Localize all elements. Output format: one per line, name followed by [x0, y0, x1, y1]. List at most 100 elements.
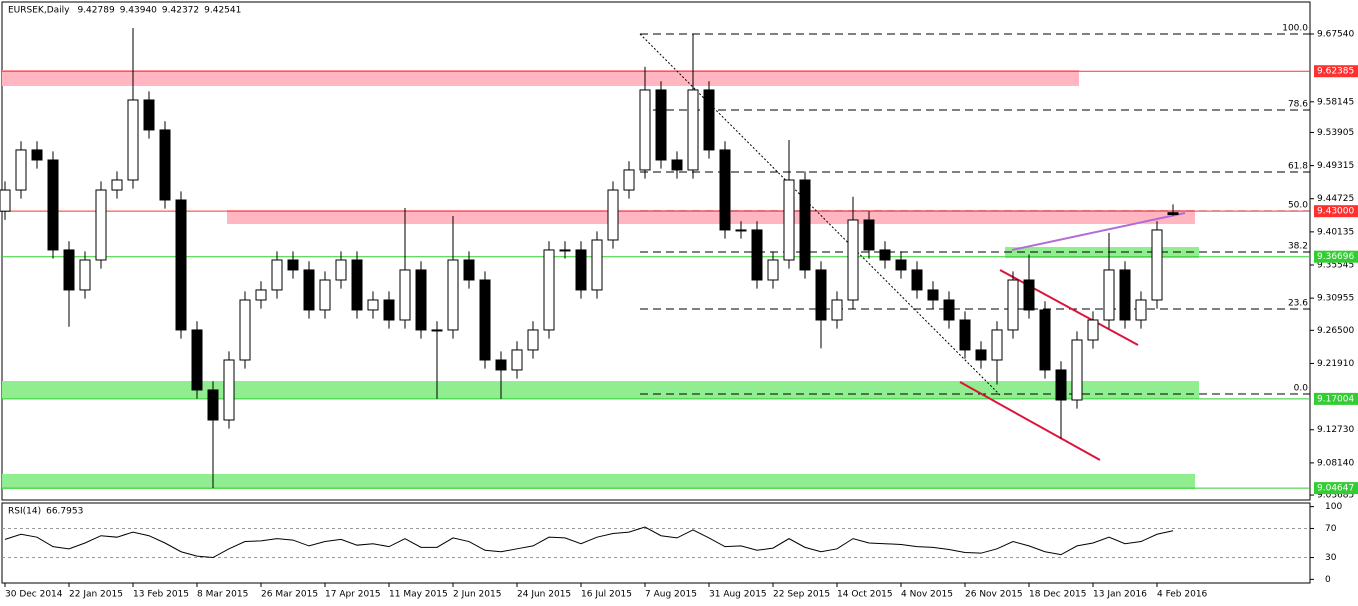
candle-body — [479, 279, 491, 361]
candle-body — [639, 89, 651, 171]
candle-body — [223, 359, 235, 421]
candle-body — [927, 289, 939, 301]
x-tick-label: 16 Jul 2015 — [581, 590, 632, 600]
candle-body — [1023, 279, 1035, 311]
candle-body — [623, 169, 635, 191]
candle-body — [15, 149, 27, 191]
candle-body — [751, 229, 763, 281]
x-tick-label: 17 Apr 2015 — [325, 590, 381, 600]
rsi-tick-label: 70 — [1325, 524, 1337, 534]
candle-body — [271, 259, 283, 291]
rsi-line — [4, 526, 1174, 559]
x-tick-label: 24 Jun 2015 — [517, 590, 571, 600]
x-tick-label: 14 Oct 2015 — [837, 590, 893, 600]
candle-body — [415, 269, 427, 331]
rsi-title: RSI(14) — [8, 507, 41, 517]
candle-body — [1071, 339, 1083, 401]
y-tick-label: 9.53905 — [1317, 128, 1354, 138]
y-tick-label: 9.40135 — [1317, 227, 1354, 237]
candle-body — [111, 179, 123, 191]
x-tick-label: 22 Sep 2015 — [773, 590, 830, 600]
candle-body — [1119, 269, 1131, 321]
x-tick-label: 26 Nov 2015 — [965, 590, 1023, 600]
candle-body — [383, 299, 395, 321]
rsi-tick-label: 30 — [1325, 553, 1337, 563]
rsi-tick-label: 100 — [1325, 502, 1342, 512]
candle-body — [319, 279, 331, 311]
candle-body — [959, 319, 971, 351]
fib-label: 100.0 — [1282, 23, 1308, 33]
candle-body — [1039, 309, 1051, 371]
fib-label: 50.0 — [1288, 200, 1308, 210]
y-tick-label: 9.49315 — [1317, 161, 1354, 171]
candle-body — [1151, 229, 1163, 301]
candle-body — [543, 249, 555, 331]
candle-body — [911, 269, 923, 291]
candle-body — [895, 259, 907, 271]
candle-body — [287, 259, 299, 271]
candle-body — [607, 189, 619, 241]
candle-body — [191, 329, 203, 391]
candle-body — [1103, 269, 1115, 321]
fib-label: 23.6 — [1288, 298, 1308, 308]
candle-body — [655, 89, 667, 161]
level-label: 9.43000 — [1317, 207, 1354, 217]
zone — [227, 209, 1195, 224]
fib-label: 38.2 — [1288, 241, 1308, 251]
zone — [2, 70, 1079, 86]
candle-body — [767, 259, 779, 281]
level-box — [1314, 392, 1358, 405]
candle-body — [511, 349, 523, 371]
rsi-current: 66.7953 — [46, 507, 83, 517]
candle-body — [175, 199, 187, 331]
candle-body — [1087, 319, 1099, 341]
y-tick-label: 9.08140 — [1317, 458, 1354, 468]
x-tick-label: 4 Nov 2015 — [901, 590, 953, 600]
x-tick-label: 18 Dec 2015 — [1029, 590, 1087, 600]
level-box — [1314, 250, 1358, 263]
candle-body — [1055, 369, 1067, 401]
candle-body — [303, 269, 315, 311]
y-tick-label: 9.30955 — [1317, 294, 1354, 304]
zone — [1005, 246, 1199, 258]
candle-body — [31, 149, 43, 161]
level-box — [1314, 65, 1358, 78]
y-tick-label: 9.67540 — [1317, 29, 1354, 39]
fib-label: 78.6 — [1288, 99, 1308, 109]
zone — [2, 381, 1199, 399]
level-box — [1314, 205, 1358, 218]
candle-body — [527, 329, 539, 351]
rsi-panel — [1, 502, 1311, 584]
candle-body — [431, 329, 443, 332]
candle-body — [783, 179, 795, 261]
trend-line — [959, 381, 1101, 461]
level-label: 9.36696 — [1317, 252, 1354, 262]
candle-body — [335, 259, 347, 281]
fib-label: 0.0 — [1294, 384, 1309, 394]
x-tick-label: 7 Aug 2015 — [645, 590, 697, 600]
x-tick-label: 8 Mar 2015 — [197, 590, 248, 600]
x-tick-label: 22 Jan 2015 — [69, 590, 123, 600]
header-value: 9.42789 — [77, 6, 114, 16]
rsi-tick-label: 0 — [1325, 575, 1331, 585]
candle-body — [63, 249, 75, 291]
candle-body — [1135, 299, 1147, 321]
trend-line — [639, 33, 1001, 396]
header-value: 9.42372 — [162, 6, 199, 16]
y-tick-label: 9.26500 — [1317, 326, 1354, 336]
level-label: 9.04647 — [1317, 484, 1354, 494]
candle-body — [95, 189, 107, 261]
x-tick-label: 30 Dec 2014 — [5, 590, 63, 600]
candle-body — [799, 179, 811, 271]
trend-line — [999, 269, 1139, 346]
candle-body — [79, 259, 91, 291]
level-box — [1314, 482, 1358, 495]
candle-body — [719, 149, 731, 231]
price-panel — [1, 1, 1311, 501]
candle-body — [239, 299, 251, 361]
x-tick-label: 13 Feb 2015 — [133, 590, 189, 600]
x-tick-label: 4 Feb 2016 — [1157, 590, 1208, 600]
y-tick-label: 9.58145 — [1317, 97, 1354, 107]
candle-body — [1167, 212, 1179, 216]
y-tick-label: 9.12730 — [1317, 425, 1354, 435]
